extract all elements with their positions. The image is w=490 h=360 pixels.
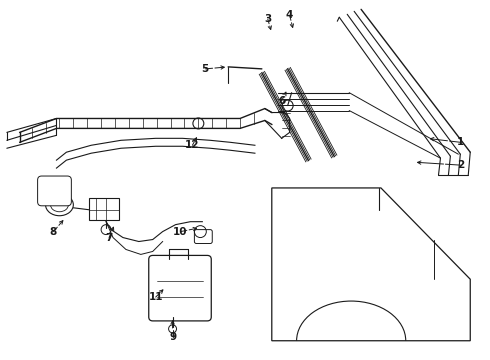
Circle shape: [169, 325, 176, 333]
Text: 9: 9: [169, 332, 176, 342]
Circle shape: [101, 225, 111, 235]
Ellipse shape: [50, 198, 69, 212]
Text: 6: 6: [278, 96, 285, 105]
Text: 3: 3: [264, 14, 271, 24]
Text: 11: 11: [148, 292, 163, 302]
Text: 10: 10: [173, 226, 188, 237]
Text: 2: 2: [457, 160, 464, 170]
Circle shape: [193, 118, 204, 129]
FancyBboxPatch shape: [149, 255, 211, 321]
FancyBboxPatch shape: [38, 176, 72, 206]
Text: 7: 7: [105, 233, 113, 243]
FancyBboxPatch shape: [195, 230, 212, 243]
FancyBboxPatch shape: [89, 198, 119, 220]
Text: 1: 1: [457, 137, 464, 147]
Text: 4: 4: [286, 10, 294, 20]
Ellipse shape: [46, 194, 74, 216]
Text: 5: 5: [202, 64, 209, 74]
Text: 12: 12: [185, 140, 199, 150]
Text: 8: 8: [50, 226, 57, 237]
